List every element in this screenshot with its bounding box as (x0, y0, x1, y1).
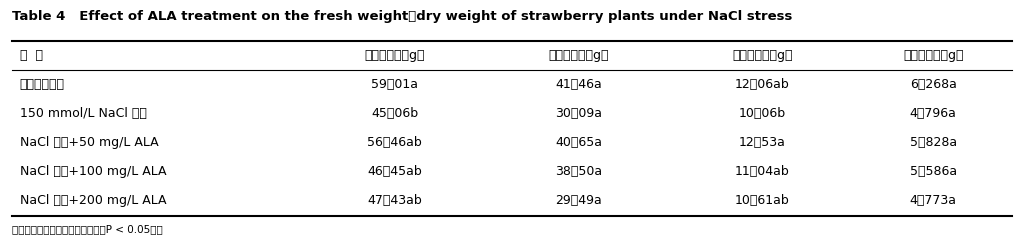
Text: 45．06b: 45．06b (371, 107, 418, 120)
Text: 56．46ab: 56．46ab (368, 136, 422, 149)
Text: 6．268a: 6．268a (909, 78, 956, 91)
Text: 12．53a: 12．53a (738, 136, 785, 149)
Text: 10．06b: 10．06b (738, 107, 785, 120)
Text: 29．49a: 29．49a (555, 195, 602, 208)
Text: 150 mmol/L NaCl 胑迫: 150 mmol/L NaCl 胑迫 (19, 107, 146, 120)
Text: 47．43ab: 47．43ab (368, 195, 422, 208)
Text: 4．796a: 4．796a (909, 107, 956, 120)
Text: 46．45ab: 46．45ab (368, 165, 422, 178)
Text: 41．46a: 41．46a (555, 78, 602, 91)
Text: 5．586a: 5．586a (909, 165, 956, 178)
Text: 处  理: 处 理 (19, 49, 43, 62)
Text: 地下部鲜重（g）: 地下部鲜重（g） (548, 49, 608, 62)
Text: 11．04ab: 11．04ab (735, 165, 790, 178)
Text: 38．50a: 38．50a (555, 165, 602, 178)
Text: 59．01a: 59．01a (371, 78, 418, 91)
Text: 40．65a: 40．65a (555, 136, 602, 149)
Text: 30．09a: 30．09a (555, 107, 602, 120)
Text: 10．61ab: 10．61ab (735, 195, 790, 208)
Text: Table 4   Effect of ALA treatment on the fresh weight，dry weight of strawberry p: Table 4 Effect of ALA treatment on the f… (11, 10, 792, 23)
Text: 地上部鲜重（g）: 地上部鲜重（g） (365, 49, 425, 62)
Text: NaCl 胑迫+50 mg/L ALA: NaCl 胑迫+50 mg/L ALA (19, 136, 159, 149)
Text: 地下部干重（g）: 地下部干重（g） (903, 49, 964, 62)
Text: 同列不同小写字母表示差异显著（P < 0.05）。: 同列不同小写字母表示差异显著（P < 0.05）。 (11, 224, 163, 234)
Text: 地上部干重（g）: 地上部干重（g） (732, 49, 793, 62)
Text: 清水（对照）: 清水（对照） (19, 78, 65, 91)
Text: 12．06ab: 12．06ab (735, 78, 790, 91)
Text: 5．828a: 5．828a (909, 136, 956, 149)
Text: NaCl 胑迫+200 mg/L ALA: NaCl 胑迫+200 mg/L ALA (19, 195, 166, 208)
Text: 4．773a: 4．773a (909, 195, 956, 208)
Text: NaCl 胑迫+100 mg/L ALA: NaCl 胑迫+100 mg/L ALA (19, 165, 166, 178)
